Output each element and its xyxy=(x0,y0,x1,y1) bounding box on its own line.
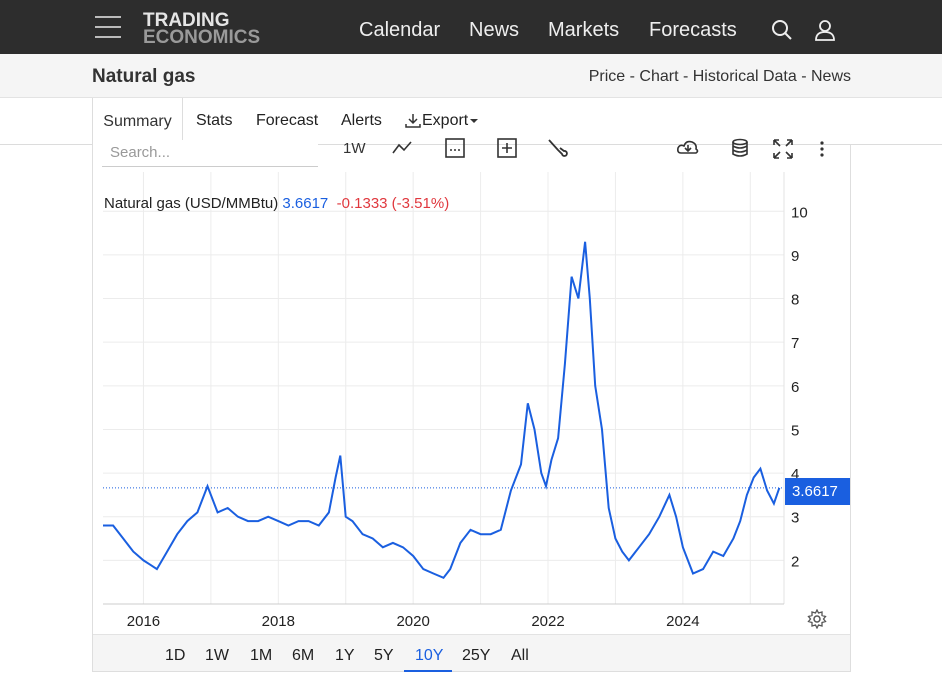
range-1d[interactable]: 1D xyxy=(165,647,186,664)
settings-gear-icon[interactable] xyxy=(807,609,827,629)
range-1w[interactable]: 1W xyxy=(205,647,229,664)
database-icon[interactable] xyxy=(728,137,752,161)
last-price-badge: 3.6617 xyxy=(785,478,850,505)
x-tick-label: 2024 xyxy=(666,613,699,630)
chart-grid xyxy=(103,172,784,604)
interval-selector[interactable]: 1W xyxy=(343,140,366,157)
y-tick-label: 9 xyxy=(791,248,799,265)
user-icon[interactable] xyxy=(814,19,836,41)
y-tick-label: 5 xyxy=(791,422,799,439)
active-range-indicator xyxy=(404,670,452,672)
nav-calendar[interactable]: Calendar xyxy=(359,19,441,41)
y-tick-label: 2 xyxy=(791,553,799,570)
sub-navigation[interactable]: Price - Chart - Historical Data - News xyxy=(588,68,851,85)
range-6m[interactable]: 6M xyxy=(292,647,315,664)
legend-change: -0.1333 (-3.51%) xyxy=(336,195,450,212)
download-icon xyxy=(405,114,421,128)
chart-panel xyxy=(92,145,851,672)
sub-header: Natural gas Price - Chart - Historical D… xyxy=(0,54,942,98)
y-tick-label: 3 xyxy=(791,510,799,527)
range-25y[interactable]: 25Y xyxy=(462,647,491,664)
logo-line-1: TRADING xyxy=(143,10,230,31)
tab-alerts[interactable]: Alerts xyxy=(341,112,382,129)
tab-forecast[interactable]: Forecast xyxy=(256,112,319,129)
nav-markets[interactable]: Markets xyxy=(548,19,620,41)
chart-search-input[interactable]: Search... xyxy=(102,140,318,167)
legend-value: 3.6617 xyxy=(282,195,329,212)
caret-down-icon xyxy=(470,119,479,123)
menu-icon[interactable] xyxy=(95,16,123,38)
site-logo[interactable]: TRADING ECONOMICS xyxy=(143,10,261,48)
nav-forecasts[interactable]: Forecasts xyxy=(649,19,737,41)
range-5y[interactable]: 5Y xyxy=(374,647,394,664)
y-axis: 2 3 4 5 6 7 8 9 10 xyxy=(783,172,808,604)
y-tick-label: 7 xyxy=(791,335,799,352)
cloud-download-icon[interactable] xyxy=(676,137,700,161)
y-tick-label: 8 xyxy=(791,292,799,309)
x-tick-label: 2020 xyxy=(396,613,429,630)
y-tick-label: 10 xyxy=(791,204,808,221)
x-axis: 2016 2018 2020 2022 2024 xyxy=(103,603,784,630)
tab-summary[interactable]: Summary xyxy=(92,98,183,145)
chart-legend: Natural gas (USD/MMBtu) 3.6617 -0.1333 (… xyxy=(104,195,449,212)
page-title: Natural gas xyxy=(92,66,196,87)
export-dropdown[interactable]: Export xyxy=(404,112,480,130)
range-10y[interactable]: 10Y xyxy=(415,647,444,664)
range-selector: 1D 1W 1M 6M 1Y 5Y 10Y 25Y All xyxy=(93,634,850,672)
more-options-icon[interactable] xyxy=(810,137,834,161)
y-tick-label: 6 xyxy=(791,379,799,396)
tabs-bar: Summary Stats Forecast Alerts Export xyxy=(0,98,942,145)
x-tick-label: 2022 xyxy=(531,613,564,630)
y-tick-label: 4 xyxy=(791,466,799,483)
export-label: Export xyxy=(422,112,469,129)
x-tick-label: 2016 xyxy=(127,613,160,630)
search-icon[interactable] xyxy=(771,19,793,41)
logo-line-2: ECONOMICS xyxy=(143,27,261,48)
wrench-icon[interactable] xyxy=(545,137,569,161)
tab-stats[interactable]: Stats xyxy=(196,112,233,129)
range-1m[interactable]: 1M xyxy=(250,647,273,664)
chart-type-icon[interactable] xyxy=(390,137,414,161)
range-all[interactable]: All xyxy=(511,647,529,664)
fullscreen-icon[interactable] xyxy=(771,137,795,161)
add-indicator-icon[interactable] xyxy=(495,137,519,161)
x-tick-label: 2018 xyxy=(262,613,295,630)
legend-series-name: Natural gas (USD/MMBtu) xyxy=(104,195,279,212)
top-navbar: TRADING ECONOMICS Calendar News Markets … xyxy=(0,0,942,54)
nav-news[interactable]: News xyxy=(469,19,520,41)
price-series-line xyxy=(103,241,781,580)
calendar-icon[interactable] xyxy=(443,137,467,161)
range-1y[interactable]: 1Y xyxy=(335,647,355,664)
